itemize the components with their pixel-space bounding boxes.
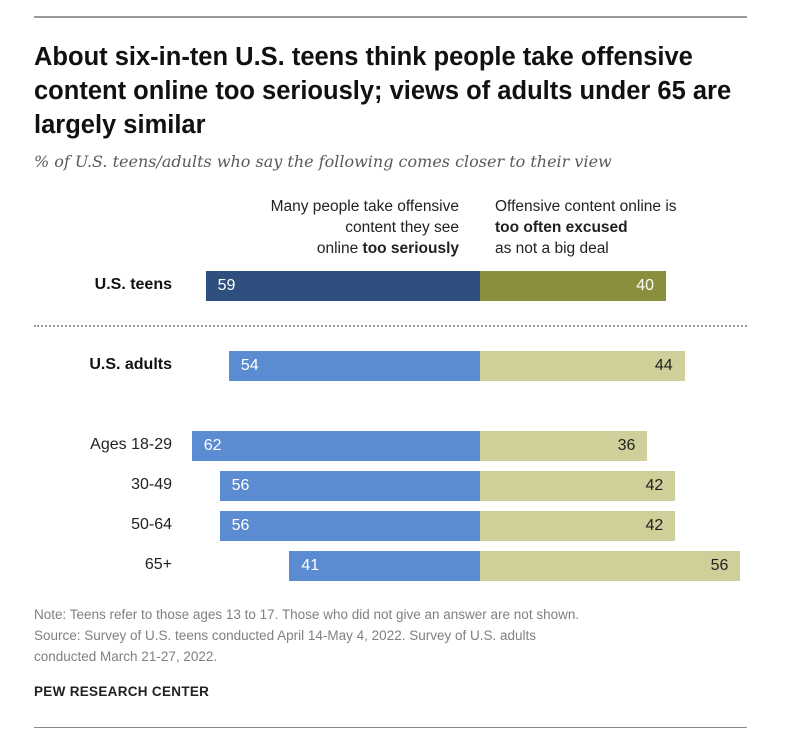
value-label-too-seriously-30-49: 56 (231, 477, 250, 494)
chart-title: About six-in-ten U.S. teens think people… (34, 43, 732, 139)
chart-notes: Note: Teens refer to those ages 13 to 17… (34, 604, 774, 667)
category-label-50-64: 50-64 (131, 516, 172, 533)
value-label-too-often-excused-50-64: 42 (645, 517, 664, 534)
right-header-line-3: as not a big deal (495, 240, 609, 257)
left-header-line-2: content they see (345, 219, 459, 236)
left-column-header: Many people take offensive content they … (189, 196, 459, 259)
bar-too-often-excused-u-s-adults (480, 351, 685, 381)
bar-too-often-excused-u-s-teens (480, 271, 666, 301)
left-header-line-3-plain: online (316, 240, 363, 257)
category-label-u-s-adults: U.S. adults (89, 356, 172, 373)
bar-too-seriously-50-64 (219, 511, 480, 541)
bar-too-seriously-30-49 (219, 471, 480, 501)
value-label-too-often-excused-u-s-adults: 44 (654, 357, 673, 374)
chart-subtitle: % of U.S. teens/adults who say the follo… (34, 152, 612, 171)
bar-too-seriously-ages-18-29 (191, 431, 480, 461)
brand-logo-text: PEW RESEARCH CENTER (34, 684, 210, 699)
value-label-too-often-excused-65: 56 (710, 557, 729, 574)
right-header-line-1: Offensive content online is (495, 198, 677, 215)
value-label-too-often-excused-u-s-teens: 40 (636, 277, 654, 294)
category-label-30-49: 30-49 (131, 476, 172, 493)
note-line: Note: Teens refer to those ages 13 to 17… (34, 607, 580, 622)
teens-adults-separator (34, 325, 747, 327)
value-label-too-seriously-65: 41 (301, 557, 320, 574)
category-label-65: 65+ (144, 556, 172, 573)
source-line-2: conducted March 21-27, 2022. (34, 649, 218, 664)
bar-too-often-excused-50-64 (480, 511, 676, 541)
category-label-ages-18-29: Ages 18-29 (90, 436, 172, 453)
right-header-line-2: too often excused (495, 217, 765, 238)
value-label-too-seriously-u-s-teens: 59 (217, 277, 236, 294)
bottom-rule (34, 727, 747, 728)
category-label-u-s-teens: U.S. teens (94, 276, 172, 293)
left-header-line-3: online too seriously (189, 238, 459, 259)
bar-too-often-excused-65 (480, 551, 741, 581)
value-label-too-often-excused-30-49: 42 (645, 477, 664, 494)
bar-too-often-excused-ages-18-29 (480, 431, 648, 461)
value-label-too-seriously-ages-18-29: 62 (203, 437, 222, 454)
right-header-emphasis: too often excused (495, 219, 628, 236)
bar-too-often-excused-30-49 (480, 471, 676, 501)
bar-too-seriously-65 (289, 551, 480, 581)
bar-too-seriously-u-s-teens (205, 271, 480, 301)
left-header-emphasis: too seriously (362, 240, 459, 257)
top-rule (34, 16, 747, 18)
source-line-1: Source: Survey of U.S. teens conducted A… (34, 628, 537, 643)
value-label-too-often-excused-ages-18-29: 36 (617, 437, 636, 454)
right-column-header: Offensive content online is too often ex… (495, 196, 765, 259)
value-label-too-seriously-50-64: 56 (231, 517, 250, 534)
left-header-line-1: Many people take offensive (270, 198, 459, 215)
value-label-too-seriously-u-s-adults: 54 (240, 357, 259, 374)
bar-too-seriously-u-s-adults (228, 351, 480, 381)
